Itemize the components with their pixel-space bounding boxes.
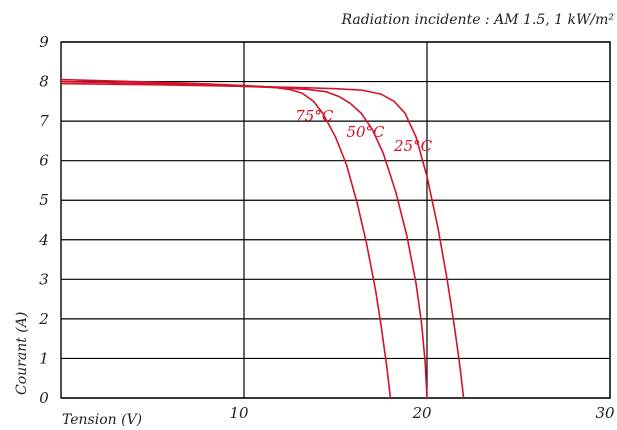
x-tick-label: 10 (229, 404, 249, 422)
x-tick-label: 30 (595, 404, 615, 422)
tick-labels: 0 1 2 3 4 5 6 7 8 9 10 20 30 (38, 33, 615, 422)
y-tick-label: 6 (39, 152, 49, 170)
y-tick-label: 7 (39, 112, 49, 130)
x-axis-label: Tension (V) (62, 412, 142, 428)
y-tick-label: 1 (39, 349, 49, 367)
y-tick-label: 5 (39, 191, 49, 209)
series-label: 25°C (393, 137, 433, 155)
y-tick-label: 2 (38, 310, 49, 328)
series-line-75deg-C (60, 78, 392, 399)
y-axis-label: Courant (A) (14, 312, 30, 395)
y-tick-label: 4 (38, 231, 49, 249)
series-line-25deg-C (60, 82, 465, 399)
y-tick-label: 8 (39, 73, 49, 91)
chart-title: Radiation incidente : AM 1.5, 1 kW/m² (341, 12, 615, 28)
curves (60, 78, 465, 399)
y-tick-label: 9 (39, 33, 49, 51)
x-tick-label: 20 (411, 404, 432, 422)
plot-frame (60, 41, 611, 399)
y-tick-label: 3 (39, 270, 49, 288)
y-tick-label: 0 (39, 389, 49, 407)
series-label: 50°C (346, 123, 385, 141)
series-labels: 75°C 50°C 25°C (295, 107, 432, 155)
grid (60, 41, 611, 399)
series-label: 75°C (295, 107, 334, 125)
